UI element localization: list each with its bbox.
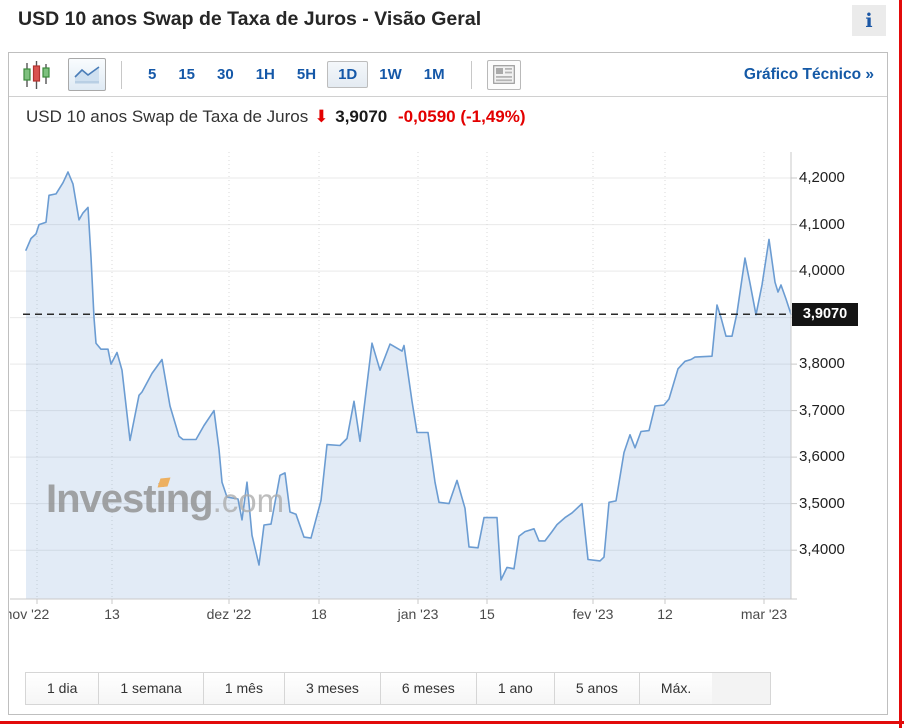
interval-button-5[interactable]: 5 <box>148 66 157 83</box>
y-axis-label: 3,8000 <box>799 355 845 373</box>
period-button[interactable]: 1 mês <box>203 673 285 704</box>
toolbar-divider <box>470 60 472 89</box>
x-axis-label: nov '22 <box>8 606 50 622</box>
y-axis-label: 3,4000 <box>799 541 845 559</box>
period-button[interactable]: 1 dia <box>26 673 100 704</box>
x-axis-label: 12 <box>657 606 673 622</box>
x-axis-label: 15 <box>479 606 495 622</box>
x-axis-label: 18 <box>311 606 327 622</box>
area-fill <box>26 172 791 599</box>
interval-list: 5 15 30 1H 5H 1D 1W 1M <box>137 61 456 88</box>
page-bottom-divider <box>0 721 904 724</box>
interval-button-30[interactable]: 30 <box>217 66 234 83</box>
chart-toolbar: 5 15 30 1H 5H 1D 1W 1M Gráfico Técnico » <box>9 53 887 97</box>
price-plot[interactable] <box>10 152 797 604</box>
interval-button-1h[interactable]: 1H <box>255 66 275 83</box>
news-panel-icon[interactable] <box>486 59 521 90</box>
technical-chart-link[interactable]: Gráfico Técnico » <box>743 65 874 83</box>
interval-button-1d[interactable]: 1D <box>327 61 369 88</box>
chart-widget: 5 15 30 1H 5H 1D 1W 1M Gráfico Técnico » USD 10… <box>8 52 888 715</box>
line-chart-icon[interactable] <box>68 58 106 91</box>
period-button[interactable]: Máx. <box>639 673 713 704</box>
period-button[interactable]: 1 semana <box>99 673 204 704</box>
period-selector: 1 dia 1 semana 1 mês 3 meses 6 meses 1 ano 5 a… <box>25 672 771 705</box>
page-title: USD 10 anos Swap de Taxa de Juros - Visã… <box>18 8 482 30</box>
last-price: 3,9070 <box>335 107 388 126</box>
chart-header: USD 10 anos Swap de Taxa de Juros ⬇ 3,907… <box>26 107 526 127</box>
x-axis-label: dez '22 <box>206 606 252 622</box>
y-axis-label: 4,0000 <box>799 262 845 280</box>
interval-button-1m[interactable]: 1M <box>423 66 445 83</box>
interval-button-15[interactable]: 15 <box>178 66 196 83</box>
price-down-arrow-icon: ⬇ <box>314 107 329 126</box>
y-axis-label: 4,2000 <box>799 169 845 186</box>
interval-button-1w[interactable]: 1W <box>379 66 402 83</box>
x-axis-label: 13 <box>104 606 120 622</box>
price-change: -0,0590 (-1,49%) <box>397 107 526 126</box>
instrument-name: USD 10 anos Swap de Taxa de Juros <box>26 107 309 126</box>
period-button[interactable]: 5 anos <box>554 673 640 704</box>
page-right-divider <box>899 0 902 728</box>
toolbar-divider <box>121 60 122 89</box>
y-axis-label: 3,5000 <box>799 494 845 512</box>
info-icon[interactable]: i <box>852 5 886 36</box>
chart-region: USD 10 anos Swap de Taxa de Juros ⬇ 3,907… <box>8 97 887 714</box>
plot-svg <box>10 152 797 604</box>
period-button[interactable]: 6 meses <box>380 673 477 704</box>
x-axis-label: jan '23 <box>397 606 439 622</box>
y-axis-label: 4,1000 <box>799 215 845 233</box>
period-button[interactable]: 1 ano <box>476 673 555 704</box>
period-button[interactable]: 3 meses <box>284 673 381 704</box>
interval-button-5h[interactable]: 5H <box>296 66 317 83</box>
y-axis-label: 3,7000 <box>799 401 845 419</box>
price-line <box>25 171 792 581</box>
x-axis-label: mar '23 <box>740 606 788 622</box>
x-axis-label: fev '23 <box>572 606 614 622</box>
current-price-badge: 3,9070 <box>792 302 858 326</box>
y-axis-label: 3,6000 <box>799 448 845 466</box>
candlestick-chart-icon[interactable] <box>22 60 52 90</box>
